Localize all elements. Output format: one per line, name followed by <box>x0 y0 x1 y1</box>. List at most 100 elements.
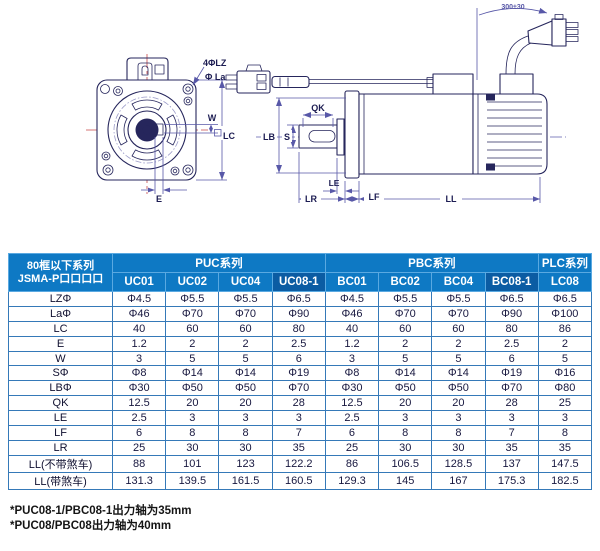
dimension-value: Φ14 <box>378 365 433 382</box>
dimension-value: 5 <box>378 350 433 367</box>
dimension-value: 25 <box>324 439 380 456</box>
front-view: LC W E 4ΦLZ Φ La <box>86 54 237 204</box>
dimension-value: 101 <box>165 454 220 473</box>
dimension-value: Φ5.5 <box>378 291 433 307</box>
dimension-value: 2 <box>218 335 273 352</box>
dimension-value: 2.5 <box>324 410 380 427</box>
row-label: LZΦ <box>8 291 113 307</box>
dimension-value: 7 <box>484 425 539 441</box>
corner-header: 80框以下系列 JSMA-P口口口口 <box>8 253 113 292</box>
footnote-2: *PUC08/PBC08出力轴为40mm <box>10 519 172 532</box>
dimension-value: 35 <box>484 439 539 456</box>
dimension-value: 3 <box>165 410 220 427</box>
dimension-value: 1.2 <box>324 335 380 352</box>
dimension-value: 175.3 <box>484 471 539 490</box>
dimension-value: 8 <box>431 425 486 441</box>
dimension-value: 160.5 <box>271 471 326 490</box>
series-group-row: 80框以下系列 JSMA-P口口口口 PUC系列 PBC系列 PLC系列 <box>8 253 593 292</box>
dimension-value: 5 <box>537 350 593 367</box>
dimension-value: 25 <box>111 439 167 456</box>
table-row: LL(不带煞车) 88 101 123 122.2 86 106.5 128.5 137 147.… <box>8 454 593 473</box>
dimension-value: Φ5.5 <box>165 291 220 307</box>
dimension-value: 3 <box>537 410 593 427</box>
table-row: LL(带煞车) 131.3 139.5 161.5 160.5 129.3 145 167 17… <box>8 471 593 490</box>
dimension-value: 35 <box>537 439 593 456</box>
dimension-value: Φ4.5 <box>324 291 380 307</box>
dim-label-s: S <box>284 132 290 142</box>
dimension-value: 88 <box>111 454 167 473</box>
model-header: UC04 <box>218 272 273 292</box>
series-group-header: PUC系列 <box>112 253 326 273</box>
dimension-value: Φ50 <box>431 380 486 397</box>
dimension-value: Φ14 <box>165 365 220 382</box>
dimension-value: Φ50 <box>165 380 220 397</box>
dimension-value: 123 <box>218 454 273 473</box>
power-connector <box>505 14 579 75</box>
dimension-value: 35 <box>271 439 326 456</box>
dimension-value: 8 <box>378 425 433 441</box>
dimension-value: Φ46 <box>111 305 167 322</box>
dimension-value: Φ5.5 <box>431 291 486 307</box>
dimension-value: 86 <box>537 320 593 337</box>
dimension-value: Φ70 <box>218 305 273 322</box>
table-header: 80框以下系列 JSMA-P口口口口 PUC系列 PBC系列 PLC系列 UC01 U… <box>8 253 593 292</box>
dim-label-lc: LC <box>223 131 235 141</box>
dim-label-qk: QK <box>311 103 325 113</box>
dimension-value: 80 <box>271 320 326 337</box>
dimension-value: 137 <box>484 454 539 473</box>
dimension-value: 3 <box>324 350 380 367</box>
dimension-table: 80框以下系列 JSMA-P口口口口 PUC系列 PBC系列 PLC系列 UC01 U… <box>8 253 593 490</box>
model-header: LC08 <box>537 272 593 292</box>
dimension-value: 60 <box>431 320 486 337</box>
dimension-value: 60 <box>378 320 433 337</box>
dimension-value: 20 <box>165 395 220 412</box>
encoder-connector <box>225 64 433 94</box>
dimension-value: 5 <box>165 350 220 367</box>
dimension-value: 30 <box>218 439 273 456</box>
corner-header-line1: 80框以下系列 <box>26 259 95 272</box>
dimension-value: 2.5 <box>271 335 326 352</box>
dimension-value: 6 <box>271 350 326 367</box>
dimension-value: 128.5 <box>431 454 486 473</box>
table-row: LaΦ Φ46 Φ70 Φ70 Φ90 Φ46 Φ70 Φ70 Φ90 Φ100 <box>8 305 593 322</box>
row-label: LL(不带煞车) <box>8 454 113 473</box>
dimension-value: Φ8 <box>111 365 167 382</box>
dimension-value: Φ6.5 <box>484 291 539 307</box>
dimension-value: 60 <box>165 320 220 337</box>
row-label: LR <box>8 439 113 456</box>
dim-label-ll: LL <box>446 194 457 204</box>
dimension-value: Φ70 <box>431 305 486 322</box>
dimension-value: 30 <box>431 439 486 456</box>
table-row: QK 12.5 20 20 28 12.5 20 20 28 25 <box>8 395 593 412</box>
row-label: LaΦ <box>8 305 113 322</box>
dim-label-lb: LB <box>263 132 275 142</box>
table-row: LR 25 30 30 35 25 30 30 35 35 <box>8 439 593 456</box>
dimension-value: 40 <box>324 320 380 337</box>
dimension-value: Φ8 <box>324 365 380 382</box>
dimension-value: 8 <box>218 425 273 441</box>
dimension-value: 1.2 <box>111 335 167 352</box>
table-row: LZΦ Φ4.5 Φ5.5 Φ5.5 Φ6.5 Φ4.5 Φ5.5 Φ5.5 Φ6.5 Φ6.5 <box>8 291 593 307</box>
dimension-value: 5 <box>431 350 486 367</box>
dimension-value: Φ30 <box>111 380 167 397</box>
dimension-value: 8 <box>165 425 220 441</box>
dimension-value: 20 <box>378 395 433 412</box>
dimension-value: 86 <box>324 454 380 473</box>
dimension-value: 106.5 <box>378 454 433 473</box>
dim-label-lf: LF <box>369 192 380 202</box>
dim-label-le: LE <box>329 178 340 188</box>
dimension-value: 8 <box>537 425 593 441</box>
dim-label-w: W <box>208 113 217 123</box>
dimension-value: Φ5.5 <box>218 291 273 307</box>
dimension-value: Φ19 <box>484 365 539 382</box>
row-label: E <box>8 335 113 352</box>
dimension-value: 2.5 <box>111 410 167 427</box>
dimension-value: 12.5 <box>324 395 380 412</box>
dimension-value: 145 <box>378 471 433 490</box>
dimension-value: 139.5 <box>165 471 220 490</box>
dimension-value: 12.5 <box>111 395 167 412</box>
dimension-value: Φ6.5 <box>537 291 593 307</box>
side-view: 300±30 <box>225 4 579 205</box>
dimension-value: Φ6.5 <box>271 291 326 307</box>
